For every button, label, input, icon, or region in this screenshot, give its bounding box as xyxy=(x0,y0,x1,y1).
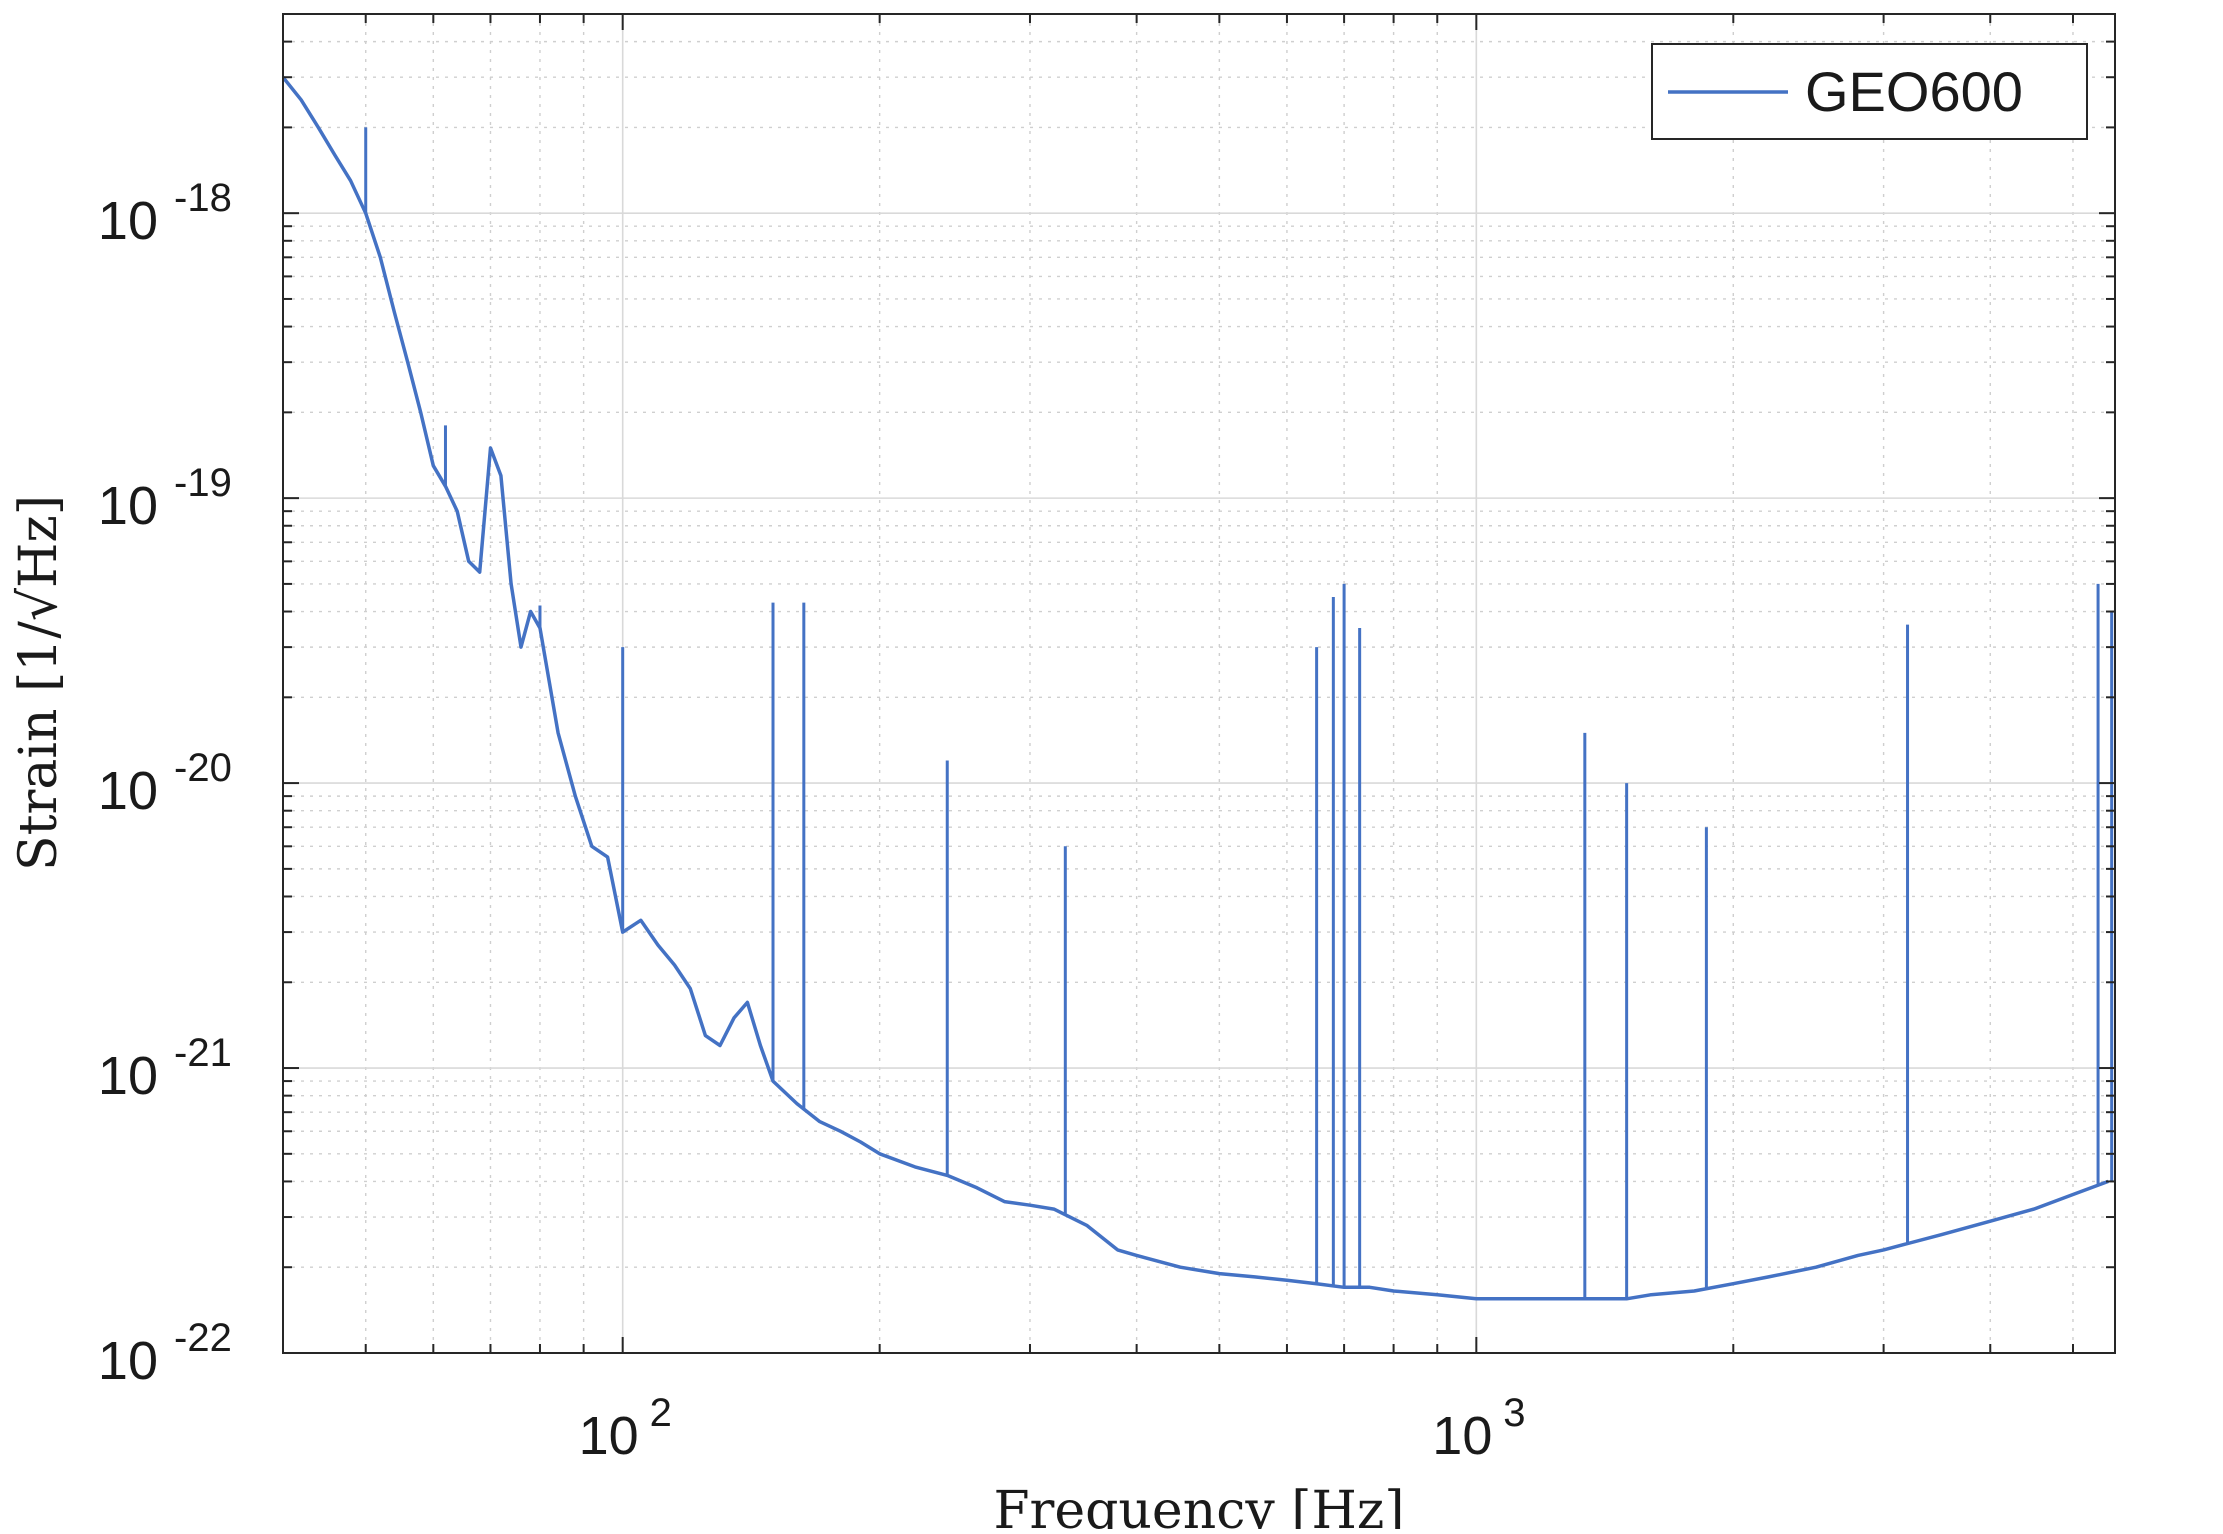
y-tick-label-exponent: -18 xyxy=(174,176,232,220)
y-tick-label: 10 xyxy=(98,1331,158,1391)
series-line-geo600 xyxy=(283,76,2109,1301)
y-tick-label: 10 xyxy=(98,191,158,251)
series-layer xyxy=(283,76,2114,1301)
x-axis-label: Frequency [Hz] xyxy=(993,1481,1404,1529)
x-tick-label: 10 xyxy=(1432,1406,1492,1466)
plot-area xyxy=(283,14,2115,1353)
y-axis-label: Strain [1/√Hz] xyxy=(9,495,69,871)
x-tick-label-exponent: 3 xyxy=(1503,1391,1525,1435)
legend-label-geo600: GEO600 xyxy=(1805,60,2023,123)
y-tick-labels: 10 -22 10 -21 10 -20 10 -19 10 -18 xyxy=(98,176,232,1391)
y-tick-label-exponent: -19 xyxy=(174,461,232,505)
y-tick-label-exponent: -22 xyxy=(174,1316,232,1360)
y-tick-label: 10 xyxy=(98,476,158,536)
x-tick-label: 10 xyxy=(579,1406,639,1466)
ticks xyxy=(282,13,2115,1354)
y-tick-label: 10 xyxy=(98,761,158,821)
y-tick-label: 10 xyxy=(98,1046,158,1106)
axes-box xyxy=(282,13,2116,1354)
x-tick-labels: 10 2 10 3 xyxy=(579,1391,1526,1466)
y-tick-label-exponent: -20 xyxy=(174,746,232,790)
legend: GEO600 xyxy=(1651,43,2088,140)
y-tick-label-exponent: -21 xyxy=(174,1031,232,1075)
x-tick-label-exponent: 2 xyxy=(650,1391,672,1435)
